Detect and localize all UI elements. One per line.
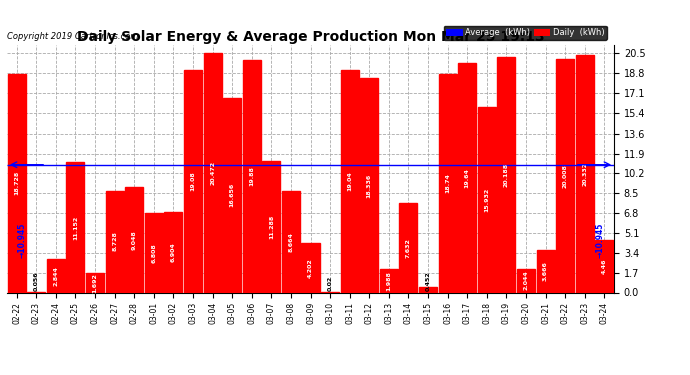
Bar <box>86 273 104 292</box>
Text: 15.932: 15.932 <box>484 188 489 211</box>
Bar <box>262 161 280 292</box>
Bar <box>66 162 84 292</box>
Text: 4.46: 4.46 <box>602 259 607 274</box>
Text: Copyright 2019 Cartronics.com: Copyright 2019 Cartronics.com <box>7 32 138 41</box>
Text: 19.08: 19.08 <box>190 171 195 191</box>
Text: →10.945: →10.945 <box>18 222 27 258</box>
Bar <box>125 187 144 292</box>
Text: 8.728: 8.728 <box>112 232 117 252</box>
Text: 8.664: 8.664 <box>288 232 293 252</box>
Text: 0.056: 0.056 <box>34 272 39 291</box>
Text: 3.666: 3.666 <box>543 261 548 281</box>
Bar <box>575 55 593 292</box>
Text: 7.632: 7.632 <box>406 238 411 258</box>
Text: 6.808: 6.808 <box>151 243 157 262</box>
Bar <box>106 190 124 292</box>
Bar <box>360 78 378 292</box>
Text: 19.64: 19.64 <box>464 168 470 188</box>
Text: →10.945: →10.945 <box>596 222 605 258</box>
Text: 11.152: 11.152 <box>73 215 78 240</box>
Bar <box>595 240 613 292</box>
Text: 1.692: 1.692 <box>92 273 97 292</box>
Text: 18.728: 18.728 <box>14 171 19 195</box>
Bar <box>380 269 398 292</box>
Bar <box>243 60 261 292</box>
Text: 1.988: 1.988 <box>386 271 391 291</box>
Bar <box>204 54 221 292</box>
Text: 20.472: 20.472 <box>210 161 215 185</box>
Text: 2.044: 2.044 <box>524 271 529 291</box>
Text: 19.88: 19.88 <box>249 166 254 186</box>
Bar <box>223 98 241 292</box>
Text: 0.02: 0.02 <box>328 276 333 291</box>
Bar <box>537 250 555 292</box>
Bar <box>184 70 202 292</box>
Bar <box>282 191 300 292</box>
Text: 11.288: 11.288 <box>269 214 274 239</box>
Bar <box>8 74 26 292</box>
Legend: Average  (kWh), Daily  (kWh): Average (kWh), Daily (kWh) <box>444 26 607 40</box>
Text: 20.188: 20.188 <box>504 163 509 187</box>
Bar <box>517 268 535 292</box>
Text: 16.656: 16.656 <box>230 183 235 207</box>
Text: 4.202: 4.202 <box>308 258 313 278</box>
Text: 2.844: 2.844 <box>53 266 59 286</box>
Bar <box>400 203 417 292</box>
Bar <box>341 70 359 292</box>
Text: 19.04: 19.04 <box>347 171 352 191</box>
Bar <box>556 59 574 292</box>
Text: 9.048: 9.048 <box>132 230 137 249</box>
Bar <box>302 243 319 292</box>
Bar <box>145 213 163 292</box>
Bar <box>477 106 496 292</box>
Text: 20.332: 20.332 <box>582 162 587 186</box>
Bar <box>458 63 476 292</box>
Bar <box>439 74 457 292</box>
Text: 18.336: 18.336 <box>367 173 372 198</box>
Bar <box>419 287 437 292</box>
Text: 20.008: 20.008 <box>562 164 568 188</box>
Text: 18.74: 18.74 <box>445 173 450 193</box>
Bar <box>164 212 182 292</box>
Title: Daily Solar Energy & Average Production Mon Mar 25 19:13: Daily Solar Energy & Average Production … <box>77 30 544 44</box>
Text: 0.452: 0.452 <box>426 272 431 291</box>
Bar <box>497 57 515 292</box>
Text: 6.904: 6.904 <box>171 242 176 262</box>
Bar <box>47 259 65 292</box>
